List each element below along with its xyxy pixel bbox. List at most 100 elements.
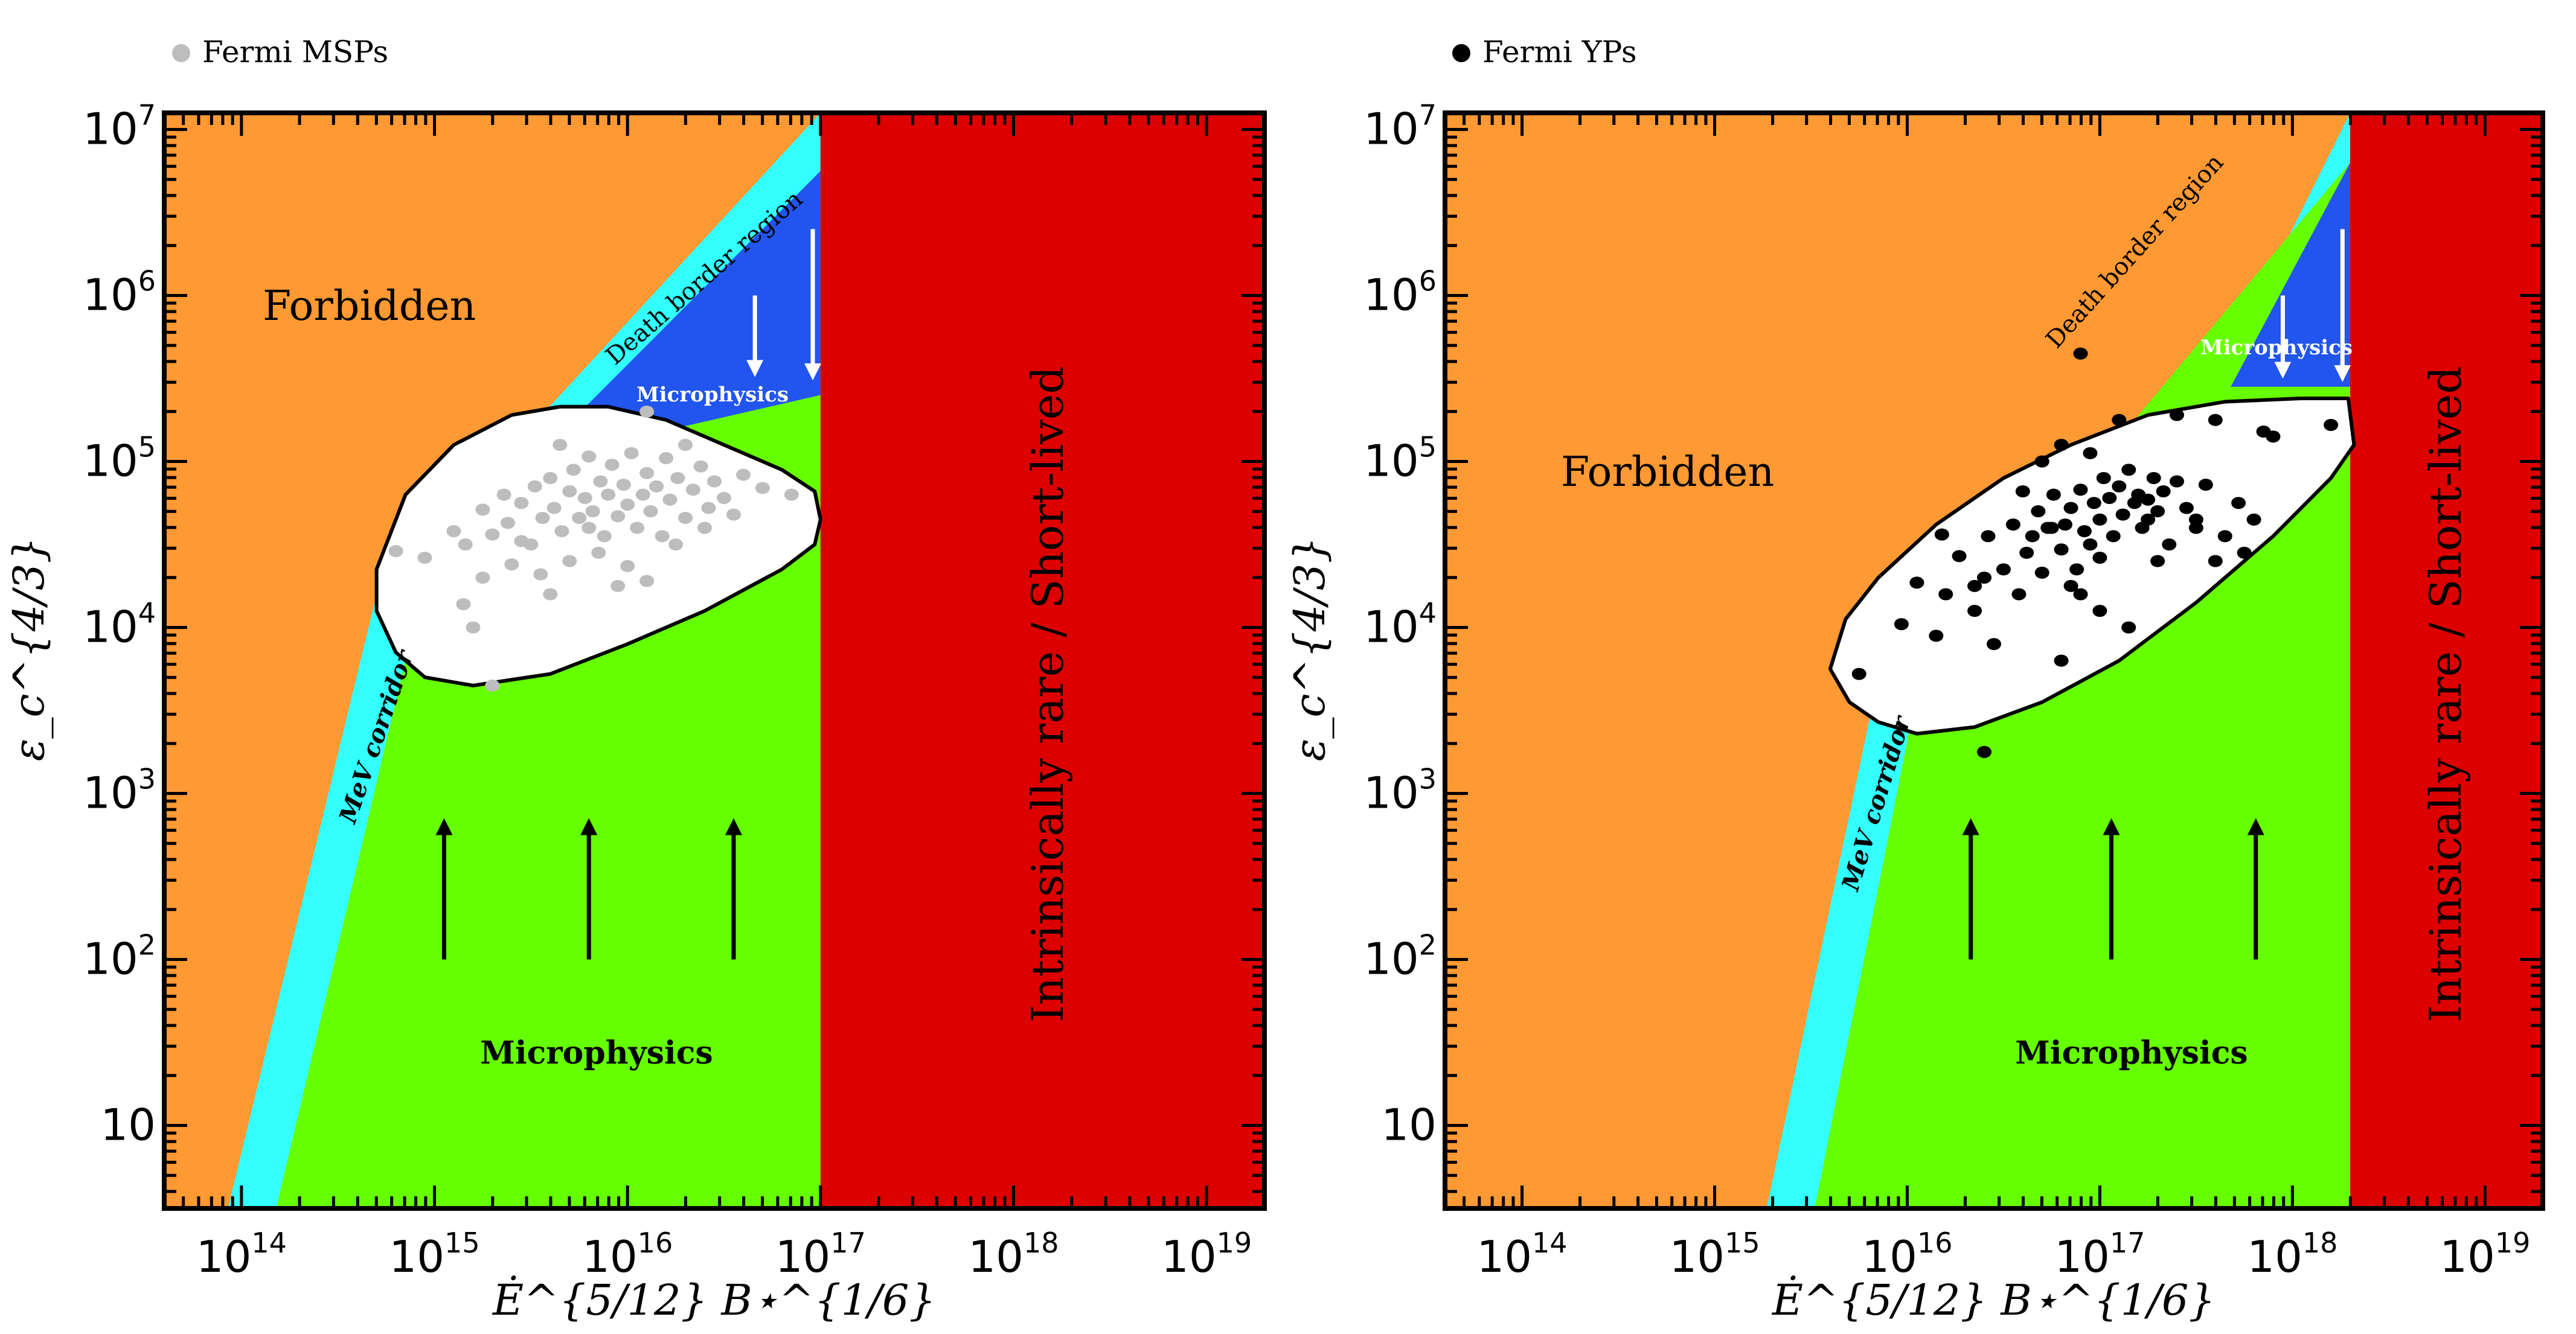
data-point [2115,508,2130,521]
data-point [2237,546,2252,559]
gamma-ray-contour [1828,397,2356,736]
data-point [2031,505,2046,517]
legend-label: Fermi YPs [1482,34,1637,69]
data-point [2217,530,2232,543]
data-point [585,505,600,517]
mev-corridor-band [228,113,821,1208]
data-point [582,450,597,463]
shortlived-region [820,113,1264,1208]
data-point [2112,480,2127,493]
x-tick-label: 1014 [196,1227,287,1282]
regions-right [1445,113,2543,1208]
data-point [543,472,558,484]
gamma-ray-contour [374,404,822,688]
data-point [2058,519,2073,531]
data-point [707,475,722,488]
data-point [593,475,608,488]
data-point [630,522,645,534]
data-point [2188,522,2203,534]
x-tick-label: 1018 [2247,1227,2337,1282]
data-point [1894,618,1909,630]
y-tick-label: 107 [83,99,156,155]
data-point [2146,472,2161,484]
data-point [2156,485,2171,497]
data-point [610,579,626,592]
data-point [566,464,581,476]
data-point [2077,525,2092,537]
data-point [2011,588,2027,601]
legend-marker [172,44,190,62]
data-point [670,472,685,484]
data-point [1981,530,1996,543]
data-point [639,406,655,418]
data-point [2054,439,2069,451]
data-point [601,488,616,501]
data-point [562,555,577,567]
data-point [2208,413,2223,426]
data-point [466,621,481,634]
data-point [2141,493,2156,506]
y-axis-label: ε_c^{4/3} [1285,537,1334,761]
data-point [546,502,562,514]
microphysics-top-label: Microphysics [2200,336,2353,360]
x-tick-label: 1017 [2054,1227,2145,1282]
data-point [514,535,529,547]
data-point [678,439,693,451]
data-point [388,545,403,557]
data-point [668,538,684,551]
y-tick-label: 103 [83,763,156,819]
data-point [620,499,635,511]
data-point [697,522,713,534]
x-tick-label: 1015 [389,1227,479,1282]
x-axis-label: Ė^{5/12} B⋆^{1/6} [492,1275,936,1325]
panel-left: Forbidden Death border regionMicrophysics… [4,34,1267,1325]
data-point [2069,563,2084,576]
data-point [456,598,471,610]
data-point [2083,447,2098,459]
data-point [693,460,708,473]
data-point [2034,566,2049,579]
data-point [533,568,548,581]
data-point [624,447,639,459]
data-point [553,439,568,451]
data-point [2162,538,2177,551]
data-point [1987,638,2001,650]
data-point [2246,513,2261,526]
x-tick-label: 1019 [2440,1227,2530,1282]
data-point [2324,419,2339,431]
data-point [527,480,542,493]
data-point [2208,555,2223,567]
data-point [2150,555,2165,567]
data-point [701,502,716,514]
forbidden-label: Forbidden [1561,448,1774,496]
data-point [635,488,650,501]
data-point [1934,528,1949,541]
data-point [500,517,515,529]
data-point [2188,513,2203,526]
y-tick-label: 104 [1363,597,1437,653]
data-point [1967,579,1982,592]
y-tick-label: 104 [83,597,156,653]
data-point [446,525,461,537]
microphysics-bottom-label: Microphysics [2015,1035,2248,1071]
microphysics-bottom-label: Microphysics [480,1035,713,1071]
data-point [2096,472,2111,484]
regions-left [164,113,1264,1208]
data-point [655,530,670,543]
data-point [496,488,511,501]
data-point [535,512,550,524]
legend-marker [1452,44,1470,62]
legend-label: Fermi MSPs [202,34,388,69]
y-tick-label: 105 [83,431,156,487]
data-point [2019,546,2034,559]
data-point [1977,572,1992,584]
x-tick-label: 1015 [1669,1227,1760,1282]
x-tick-label: 1014 [1476,1227,1567,1282]
data-point [2044,522,2059,534]
data-point [620,560,635,572]
data-point [2054,654,2069,667]
plot-frame [162,110,1267,1211]
data-point [591,546,606,559]
x-tick-label: 1016 [582,1227,673,1282]
